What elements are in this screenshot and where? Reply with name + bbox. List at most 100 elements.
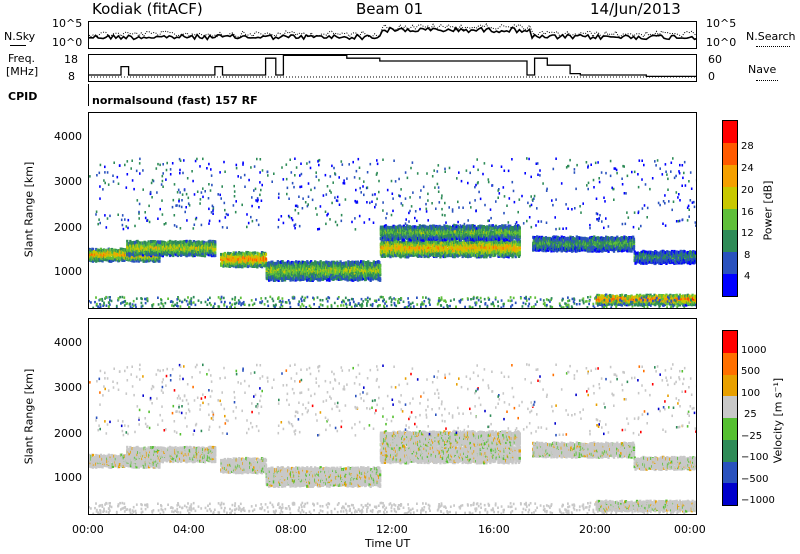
noise-right-legend-line (756, 46, 790, 47)
power-cell (269, 262, 272, 266)
power-cell (403, 245, 406, 249)
power-cell (203, 254, 207, 258)
power-cell (234, 263, 237, 267)
power-cell (306, 264, 309, 268)
power-cell (146, 259, 149, 263)
power-cell (344, 261, 348, 265)
power-cell (450, 244, 453, 248)
power-cell (352, 273, 356, 277)
power-cell (210, 241, 213, 245)
power-cell (315, 261, 318, 265)
power-cell (430, 239, 433, 243)
power-cell (449, 251, 452, 255)
power-cell (476, 253, 479, 257)
power-cell (515, 245, 518, 249)
power-cell (368, 277, 371, 280)
power-cell (384, 224, 387, 228)
power-cell (154, 246, 157, 250)
power-cell (238, 264, 241, 268)
power-cell (378, 261, 381, 265)
power-cell (249, 263, 253, 267)
power-cell (256, 265, 259, 269)
power-cell (141, 253, 145, 257)
power-cell (516, 253, 519, 257)
power-cell (492, 253, 495, 257)
power-cell (149, 254, 153, 258)
power-cell (256, 256, 259, 260)
power-cell (352, 278, 355, 282)
power-cell (210, 249, 213, 253)
power-cell (325, 278, 329, 282)
power-cell (330, 277, 333, 281)
power-cell (291, 278, 295, 282)
power-cell (510, 239, 513, 243)
power-cell (420, 247, 423, 251)
power-cell (394, 249, 398, 253)
power-cell (424, 254, 427, 258)
power-cell (379, 267, 382, 271)
power-cell (283, 270, 287, 274)
power-cell (404, 228, 407, 232)
power-cell (281, 260, 284, 264)
power-cell (394, 239, 398, 242)
power-cell (158, 259, 161, 263)
power-cell (333, 277, 336, 281)
noise-right-tick-low: 10^0 (706, 36, 737, 49)
power-cell (351, 260, 354, 264)
power-cell (334, 261, 337, 265)
power-cell (382, 228, 385, 232)
power-cell (237, 255, 240, 259)
power-cell (379, 278, 382, 282)
power-cell (422, 253, 425, 257)
power-cell (406, 224, 409, 228)
power-cell (360, 268, 364, 272)
power-cell (348, 269, 352, 273)
power-cell (177, 241, 180, 245)
power-cell (485, 255, 488, 259)
power-cell (502, 251, 505, 255)
power-cell (435, 251, 438, 255)
power-cell (170, 252, 173, 256)
noise-left-legend-line (10, 45, 26, 46)
power-cell (421, 226, 424, 230)
nave-right-tick-low: 0 (708, 70, 715, 83)
power-cell (387, 242, 390, 246)
power-cell (374, 264, 377, 268)
power-cell (331, 265, 334, 269)
power-cell (227, 260, 231, 264)
power-cell (379, 264, 382, 268)
power-cell (398, 224, 402, 228)
power-cell (191, 254, 195, 258)
power-cell (440, 245, 444, 249)
power-cell (352, 265, 356, 269)
power-cell (213, 249, 216, 253)
noise-left-label: N.Sky (4, 30, 36, 43)
power-cell (153, 244, 157, 248)
power-cell (319, 267, 322, 271)
power-cell (227, 251, 230, 255)
power-cell (267, 263, 270, 267)
power-cell (246, 251, 249, 254)
power-cell (157, 244, 160, 248)
power-cell (463, 239, 466, 243)
power-cell (180, 243, 184, 247)
power-cell (133, 259, 136, 263)
power-cell (276, 260, 279, 264)
power-cell (325, 260, 328, 264)
power-cell (272, 277, 276, 281)
power-cell (369, 279, 372, 282)
power-cell (463, 246, 467, 250)
power-cell (214, 251, 217, 255)
power-cell (118, 249, 122, 253)
power-cell (306, 261, 310, 265)
power-cell (321, 277, 325, 281)
power-cell (458, 253, 461, 257)
power-cell (189, 240, 192, 244)
power-cell (517, 255, 521, 258)
power-cell (518, 246, 521, 249)
power-cell (379, 277, 382, 281)
power-cell (183, 240, 187, 243)
power-cell (347, 260, 350, 264)
power-cell (435, 255, 438, 259)
power-cell (302, 275, 306, 279)
